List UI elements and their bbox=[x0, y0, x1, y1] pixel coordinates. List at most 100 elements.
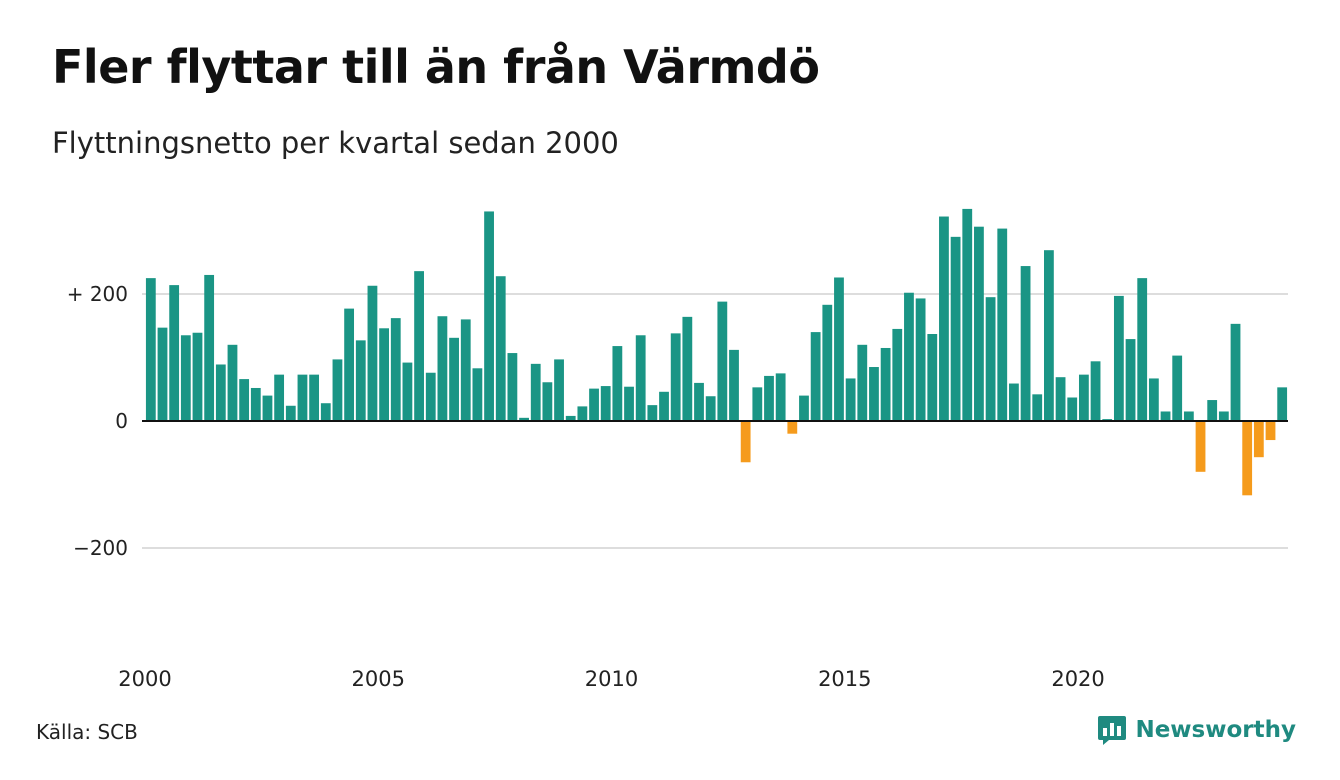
bar bbox=[1160, 411, 1171, 422]
bar bbox=[659, 391, 669, 421]
bar bbox=[974, 226, 984, 421]
x-tick-label: 2005 bbox=[352, 667, 405, 691]
bar bbox=[169, 285, 180, 421]
x-tick-label: 2020 bbox=[1051, 667, 1104, 691]
bar bbox=[1113, 295, 1124, 421]
bar bbox=[985, 297, 996, 422]
bar bbox=[740, 421, 751, 463]
y-axis-labels: + 200 0 −200 bbox=[67, 282, 128, 560]
bar bbox=[1078, 374, 1089, 421]
bar bbox=[775, 373, 786, 422]
bar bbox=[670, 333, 681, 421]
y-tick-label: + 200 bbox=[67, 282, 128, 306]
bar bbox=[507, 353, 518, 422]
bar bbox=[799, 395, 809, 421]
bar bbox=[729, 349, 739, 421]
x-tick-label: 2000 bbox=[118, 667, 171, 691]
bar bbox=[355, 340, 366, 421]
bar bbox=[204, 274, 215, 421]
bar bbox=[822, 304, 833, 421]
bars bbox=[145, 208, 1288, 496]
bar bbox=[180, 335, 191, 421]
bar bbox=[880, 347, 891, 422]
bar bbox=[834, 277, 844, 421]
bar bbox=[460, 319, 471, 421]
bar bbox=[484, 211, 494, 421]
brand-name: Newsworthy bbox=[1135, 717, 1296, 743]
bar bbox=[857, 344, 868, 421]
bar bbox=[939, 216, 949, 421]
bar bbox=[250, 387, 261, 421]
bar bbox=[904, 292, 914, 421]
bar bbox=[495, 276, 506, 421]
bar bbox=[1125, 339, 1136, 421]
bar bbox=[1020, 266, 1031, 421]
bar bbox=[705, 396, 716, 422]
bar bbox=[530, 363, 541, 421]
bar bbox=[449, 337, 459, 421]
bar bbox=[145, 278, 156, 422]
chart-subtitle: Flyttningsnetto per kvartal sedan 2000 bbox=[52, 126, 619, 160]
x-tick-label: 2015 bbox=[818, 667, 871, 691]
bar bbox=[1009, 383, 1019, 421]
bar bbox=[262, 395, 273, 421]
bar bbox=[554, 359, 564, 421]
bar bbox=[1172, 355, 1183, 422]
bar bbox=[239, 379, 250, 421]
bar bbox=[192, 332, 203, 422]
bar bbox=[845, 378, 856, 421]
chart-title: Fler flyttar till än från Värmdö bbox=[52, 40, 820, 94]
bar bbox=[589, 388, 599, 421]
bar bbox=[915, 298, 926, 421]
bar bbox=[437, 316, 448, 422]
bar bbox=[1055, 377, 1066, 421]
bar bbox=[1137, 278, 1148, 422]
bar bbox=[612, 346, 623, 421]
bar bbox=[694, 382, 704, 421]
bar bbox=[309, 374, 320, 421]
bar bbox=[1032, 394, 1043, 421]
bar bbox=[519, 417, 529, 421]
bar bbox=[892, 328, 903, 422]
bar bbox=[274, 374, 285, 421]
bar bbox=[717, 301, 728, 421]
newsworthy-logo-icon bbox=[1098, 716, 1127, 745]
bar bbox=[950, 236, 961, 421]
bar bbox=[787, 421, 798, 434]
bar bbox=[577, 406, 588, 421]
bar bbox=[764, 375, 774, 422]
bar bbox=[344, 308, 355, 421]
bar bbox=[600, 386, 611, 421]
y-tick-label: 0 bbox=[115, 409, 128, 433]
bar bbox=[565, 415, 576, 421]
y-tick-label: −200 bbox=[73, 536, 128, 560]
bar bbox=[297, 374, 308, 421]
bar bbox=[425, 372, 436, 421]
bar bbox=[1067, 397, 1078, 421]
bar bbox=[1242, 421, 1253, 496]
bar bbox=[472, 368, 483, 421]
bar bbox=[1253, 421, 1264, 458]
bar-chart: + 200 0 −200 2000 2005 2010 2015 2020 bbox=[67, 208, 1288, 691]
brand-logo: Newsworthy bbox=[1097, 714, 1296, 746]
bar bbox=[962, 208, 973, 421]
gridlines bbox=[142, 293, 1288, 549]
bar bbox=[624, 386, 634, 421]
source-note: Källa: SCB bbox=[36, 720, 138, 744]
bar bbox=[1183, 411, 1194, 422]
bar bbox=[320, 403, 331, 421]
bar bbox=[752, 387, 763, 422]
bar bbox=[1195, 421, 1206, 472]
bar bbox=[227, 344, 238, 421]
bar bbox=[414, 271, 424, 421]
bar bbox=[635, 335, 646, 421]
bar bbox=[402, 362, 413, 421]
bar bbox=[810, 332, 821, 421]
bar bbox=[1044, 250, 1054, 421]
bar bbox=[1277, 387, 1288, 422]
bar bbox=[869, 367, 879, 421]
bar bbox=[379, 328, 389, 421]
x-tick-label: 2010 bbox=[585, 667, 638, 691]
bar bbox=[682, 316, 693, 421]
bar bbox=[215, 364, 226, 422]
